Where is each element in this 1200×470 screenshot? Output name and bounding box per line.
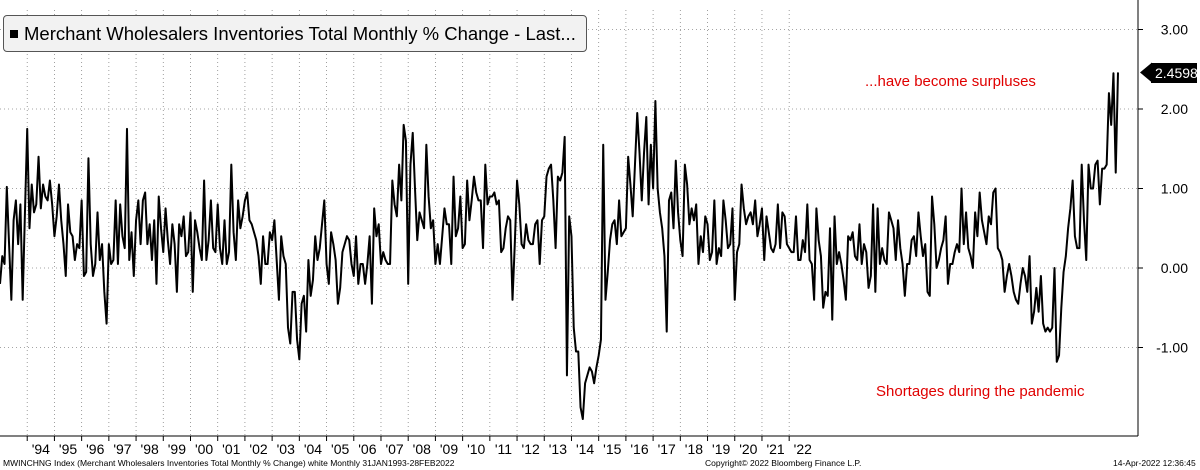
y-tick-label: 2.00 — [1161, 101, 1188, 117]
x-tick-label: '08 — [413, 441, 431, 457]
last-value-pointer — [1140, 62, 1152, 83]
footer-timestamp: 14-Apr-2022 12:36:45 — [1113, 458, 1196, 468]
annotation-shortages: Shortages during the pandemic — [876, 383, 1085, 400]
footer-copyright: Copyright© 2022 Bloomberg Finance L.P. — [705, 458, 862, 468]
x-tick-label: '02 — [249, 441, 267, 457]
footer-source: MWINCHNG Index (Merchant Wholesalers Inv… — [3, 458, 455, 468]
x-tick-label: '95 — [59, 441, 77, 457]
legend-box[interactable]: Merchant Wholesalers Inventories Total M… — [3, 15, 587, 52]
x-tick-label: '11 — [495, 441, 512, 457]
x-tick-label: '14 — [576, 441, 594, 457]
x-tick-label: '13 — [549, 441, 567, 457]
legend-label: Merchant Wholesalers Inventories Total M… — [24, 22, 576, 44]
x-tick-label: '15 — [603, 441, 621, 457]
x-tick-label: '98 — [141, 441, 159, 457]
x-axis-tick-labels: '94 '95 '96 '97 '98 '99 '00 '01 '02 '03 '04 '05 '06 '… — [26, 436, 812, 457]
x-tick-label: '12 — [522, 441, 540, 457]
x-tick-label: '16 — [630, 441, 648, 457]
x-tick-label: '20 — [739, 441, 757, 457]
y-tick-label: 1.00 — [1161, 181, 1188, 197]
annotation-surpluses: ...have become surpluses — [865, 73, 1036, 90]
x-tick-label: '19 — [712, 441, 730, 457]
x-tick-label: '09 — [440, 441, 458, 457]
x-tick-label: '96 — [86, 441, 104, 457]
x-tick-label: '17 — [658, 441, 676, 457]
series-line-inventories-change — [0, 72, 1119, 421]
x-tick-label: '18 — [685, 441, 703, 457]
x-tick-label: '97 — [113, 441, 131, 457]
x-tick-label: '04 — [304, 441, 322, 457]
x-tick-label: '03 — [277, 441, 295, 457]
x-tick-label: '21 — [766, 441, 784, 457]
y-tick-label: -1.00 — [1156, 340, 1188, 356]
y-tick-label: 3.00 — [1161, 22, 1188, 38]
x-tick-label: '05 — [331, 441, 349, 457]
x-tick-label: '01 — [222, 441, 240, 457]
x-tick-label: '10 — [467, 441, 485, 457]
legend-swatch — [10, 29, 18, 38]
x-tick-label: '99 — [168, 441, 186, 457]
last-value-badge: 2.4598 — [1151, 63, 1198, 83]
x-tick-label: '00 — [195, 441, 213, 457]
plot-frame — [0, 0, 1152, 437]
x-tick-label: '06 — [358, 441, 376, 457]
x-tick-label: '07 — [385, 441, 403, 457]
x-tick-label: '22 — [794, 441, 812, 457]
y-tick-label: 0.00 — [1161, 260, 1188, 276]
x-tick-label: '94 — [32, 441, 50, 457]
y-axis-tick-labels: 3.00 2.00 1.00 0.00 -1.00 — [1138, 22, 1188, 356]
